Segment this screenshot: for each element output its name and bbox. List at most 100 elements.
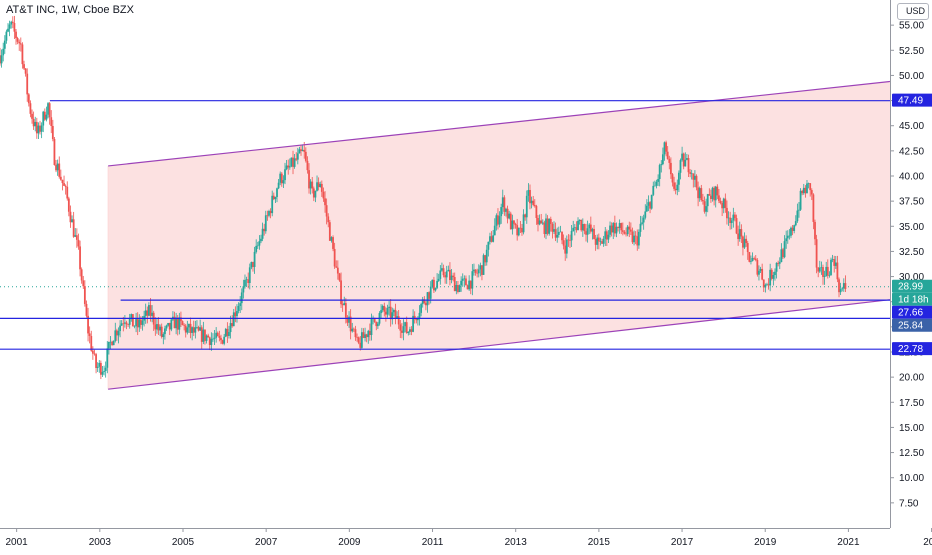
candle-body — [316, 182, 318, 191]
candle-body — [35, 121, 38, 134]
candle-body — [761, 268, 764, 280]
candle-body — [503, 197, 506, 212]
candle-body — [64, 185, 67, 187]
candle-body — [292, 157, 294, 167]
candle-body — [605, 231, 608, 240]
candle-body — [226, 328, 229, 336]
candle-body — [215, 332, 218, 338]
candle-body — [157, 324, 160, 331]
candle-body — [623, 231, 626, 234]
candle-body — [421, 299, 424, 305]
currency-button[interactable]: USD — [897, 3, 929, 20]
candle-body — [556, 234, 559, 238]
candle-body — [524, 214, 527, 218]
candle-body — [738, 229, 741, 240]
candle-body — [620, 223, 623, 231]
candle-body — [441, 268, 443, 271]
candle-body — [522, 214, 525, 233]
candle-body — [90, 335, 93, 351]
candle-body — [333, 248, 336, 267]
candle-body — [473, 269, 475, 272]
candle-body — [256, 245, 259, 247]
candle-body — [719, 200, 722, 204]
candle-body — [389, 306, 392, 320]
candle-body — [301, 149, 304, 151]
candle-body — [96, 366, 99, 368]
candle-body — [737, 233, 740, 240]
candle-body — [429, 286, 432, 299]
candle-body — [271, 195, 274, 214]
candle-body — [199, 327, 202, 331]
candle-body — [213, 337, 216, 339]
candle-body — [114, 330, 117, 341]
candle-body — [545, 218, 547, 235]
candle-body — [751, 258, 754, 262]
y-tick-label: 55.00 — [899, 21, 924, 32]
candle-body — [131, 314, 134, 327]
candle-body — [466, 285, 469, 290]
candle-body — [641, 222, 643, 224]
candle-body — [224, 328, 227, 337]
candle-body — [180, 317, 182, 322]
candle-body — [228, 332, 230, 336]
candle-body — [237, 306, 240, 311]
candle-body — [618, 223, 621, 228]
candle-body — [376, 323, 379, 327]
candle-body — [125, 322, 128, 325]
candle-body — [775, 262, 778, 272]
candle-body — [197, 327, 200, 331]
x-tick-label: 202 — [923, 537, 932, 548]
candle-body — [500, 207, 503, 217]
candle-body — [80, 269, 83, 281]
candle-body — [220, 337, 222, 341]
candle-body — [788, 235, 791, 237]
candle-body — [104, 367, 107, 371]
candle-body — [782, 249, 784, 258]
candle-body — [123, 322, 126, 324]
candle-body — [650, 194, 653, 209]
candle-body — [42, 111, 45, 126]
candle-body — [762, 279, 765, 288]
candle-body — [814, 221, 816, 240]
candle-body — [245, 279, 248, 281]
candle-body — [196, 327, 198, 328]
candle-body — [412, 315, 415, 332]
candle-body — [689, 172, 692, 174]
candle-body — [753, 258, 756, 259]
y-tick-label: 20.00 — [899, 373, 924, 384]
candle-body — [263, 228, 266, 232]
candle-body — [806, 183, 808, 194]
candle-body — [461, 278, 464, 281]
candle-body — [260, 238, 262, 242]
candle-body — [490, 236, 493, 242]
candle-body — [348, 316, 350, 323]
candle-body — [759, 268, 762, 271]
candle-body — [75, 235, 78, 240]
candle-body — [141, 320, 144, 325]
candle-body — [825, 266, 828, 276]
candle-body — [48, 103, 51, 118]
candle-body — [629, 229, 632, 232]
candle-body — [56, 163, 59, 171]
candle-body — [649, 202, 651, 209]
candle-body — [798, 209, 800, 211]
candle-body — [508, 213, 511, 219]
candle-body — [828, 275, 831, 276]
candle-body — [532, 200, 535, 205]
candle-body — [288, 166, 291, 168]
candle-body — [676, 184, 679, 191]
y-tick-label: 35.00 — [899, 222, 924, 233]
candle-body — [397, 316, 400, 325]
candle-body — [77, 239, 80, 247]
candle-body — [609, 225, 611, 235]
candle-body — [40, 125, 43, 132]
candle-body — [417, 318, 419, 321]
x-tick-label: 2021 — [837, 537, 860, 548]
candle-body — [554, 229, 557, 238]
candle-body — [149, 305, 152, 316]
candle-body — [844, 283, 847, 290]
candle-body — [285, 165, 288, 170]
candle-body — [615, 226, 618, 234]
